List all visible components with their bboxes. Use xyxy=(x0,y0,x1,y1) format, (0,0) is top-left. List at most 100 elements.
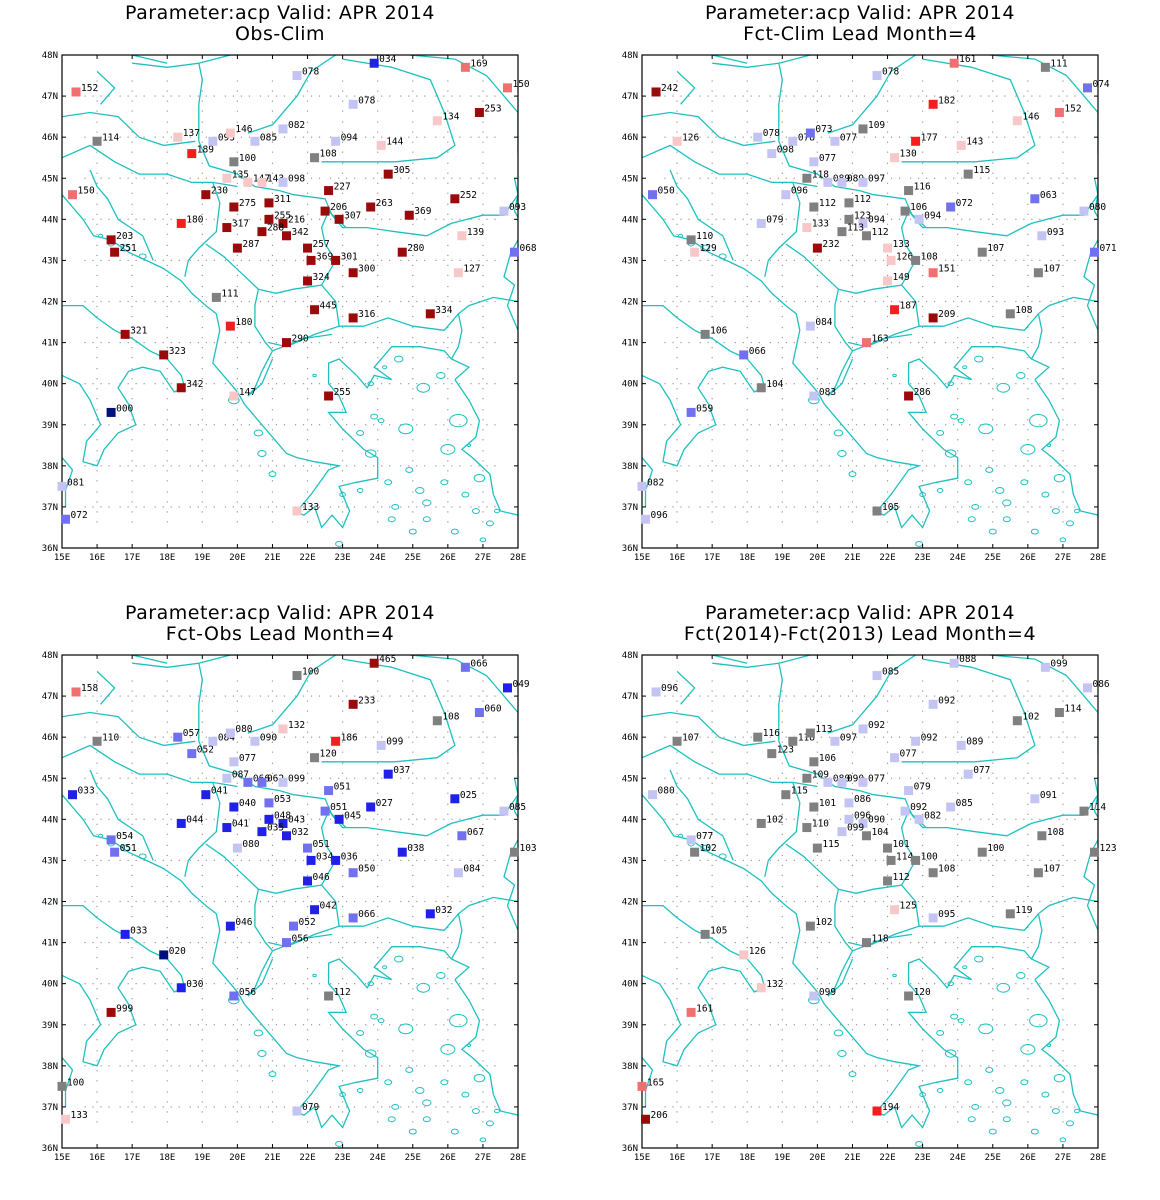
lon-tick-label: 18E xyxy=(159,1153,175,1163)
lon-tick-label: 22E xyxy=(879,553,895,563)
station-label: 038 xyxy=(407,843,424,854)
island xyxy=(1046,443,1052,448)
coastline xyxy=(243,946,471,1129)
station-marker xyxy=(872,1106,882,1116)
station-marker xyxy=(1082,83,1092,93)
coastline xyxy=(848,210,920,348)
lat-tick-label: 36N xyxy=(622,544,638,554)
station-marker xyxy=(450,794,460,804)
coastline xyxy=(778,655,895,664)
coastline xyxy=(827,958,854,997)
coastline xyxy=(838,884,902,894)
island xyxy=(1002,1099,1012,1107)
station-marker xyxy=(348,99,358,109)
island xyxy=(387,516,396,523)
station-marker xyxy=(320,806,330,816)
station-marker xyxy=(1012,116,1022,126)
station-marker xyxy=(914,214,924,224)
coastline xyxy=(503,178,518,331)
station-marker xyxy=(257,177,267,187)
island xyxy=(967,516,976,523)
coastline xyxy=(764,182,801,277)
island xyxy=(120,244,130,252)
island xyxy=(837,1050,847,1057)
station-label: 119 xyxy=(1015,905,1032,916)
station-label: 108 xyxy=(921,251,938,262)
station-marker xyxy=(292,1106,302,1116)
island xyxy=(837,450,847,457)
station-marker xyxy=(1040,62,1050,72)
station-label: 194 xyxy=(882,1102,899,1113)
island xyxy=(440,479,449,486)
station-label: 106 xyxy=(819,753,836,764)
station-label: 099 xyxy=(1050,658,1067,669)
station-label: 072 xyxy=(71,510,88,521)
coastline xyxy=(1034,379,1098,516)
station-label: 094 xyxy=(341,132,358,143)
station-marker xyxy=(686,407,696,417)
station-marker xyxy=(278,177,288,187)
island xyxy=(398,423,414,435)
coastline xyxy=(409,655,518,754)
lon-tick-label: 17E xyxy=(124,553,140,563)
station-marker xyxy=(278,818,288,828)
island xyxy=(405,1066,414,1073)
lon-tick-label: 19E xyxy=(774,1153,790,1163)
island xyxy=(120,844,130,852)
island xyxy=(848,471,857,478)
station-marker xyxy=(753,132,763,142)
lat-tick-label: 38N xyxy=(42,462,58,472)
island xyxy=(138,253,147,260)
station-label: 139 xyxy=(467,227,484,238)
station-marker xyxy=(911,736,921,746)
station-label: 114 xyxy=(1089,802,1106,813)
panel-subtitle: Fct-Clim Lead Month=4 xyxy=(743,23,977,45)
station-marker xyxy=(229,802,239,812)
island xyxy=(485,1120,494,1127)
lon-tick-label: 24E xyxy=(370,553,386,563)
station-marker xyxy=(858,124,868,134)
station-marker xyxy=(281,831,291,841)
station-label: 092 xyxy=(868,720,885,731)
station-label: 078 xyxy=(798,132,815,143)
coastline xyxy=(712,62,1098,237)
coastlines xyxy=(62,655,518,1147)
station-label: 311 xyxy=(274,194,291,205)
lon-tick-label: 18E xyxy=(159,553,175,563)
lon-tick-label: 21E xyxy=(844,1153,860,1163)
station-marker xyxy=(1033,268,1043,278)
station-marker xyxy=(176,818,186,828)
island xyxy=(1002,499,1012,507)
lon-tick-label: 19E xyxy=(194,553,210,563)
station-label: 129 xyxy=(700,243,717,254)
station-label: 152 xyxy=(1064,104,1081,115)
station-marker xyxy=(292,71,302,81)
station-label: 110 xyxy=(102,732,119,743)
lon-tick-label: 24E xyxy=(370,1153,386,1163)
station-marker xyxy=(222,823,232,833)
station-label: 077 xyxy=(900,749,917,760)
station-marker xyxy=(376,140,386,150)
station-marker xyxy=(1005,309,1015,319)
station-marker xyxy=(460,662,470,672)
lat-tick-label: 39N xyxy=(42,421,58,431)
station-label: 146 xyxy=(1022,112,1039,123)
station-marker xyxy=(672,736,682,746)
island xyxy=(138,853,147,860)
lon-tick-label: 23E xyxy=(334,553,350,563)
island xyxy=(364,1049,377,1058)
station-label: 275 xyxy=(239,198,256,209)
station-marker xyxy=(1089,847,1099,857)
lat-tick-label: 43N xyxy=(622,256,638,266)
station-marker xyxy=(767,149,777,159)
station-label: 126 xyxy=(896,251,913,262)
island xyxy=(848,1071,857,1078)
station-marker xyxy=(310,905,320,915)
lon-tick-label: 28E xyxy=(1090,553,1106,563)
station-label: 288 xyxy=(267,223,284,234)
station-label: 092 xyxy=(938,695,955,706)
station-label: 034 xyxy=(316,851,333,862)
coastline xyxy=(642,794,825,1005)
station-map: 15E 16E 17E 18E 19E 20E 21E 22E 23E 24E 25E 26E 27E 2… xyxy=(622,651,1117,1163)
station-label: 280 xyxy=(407,243,424,254)
